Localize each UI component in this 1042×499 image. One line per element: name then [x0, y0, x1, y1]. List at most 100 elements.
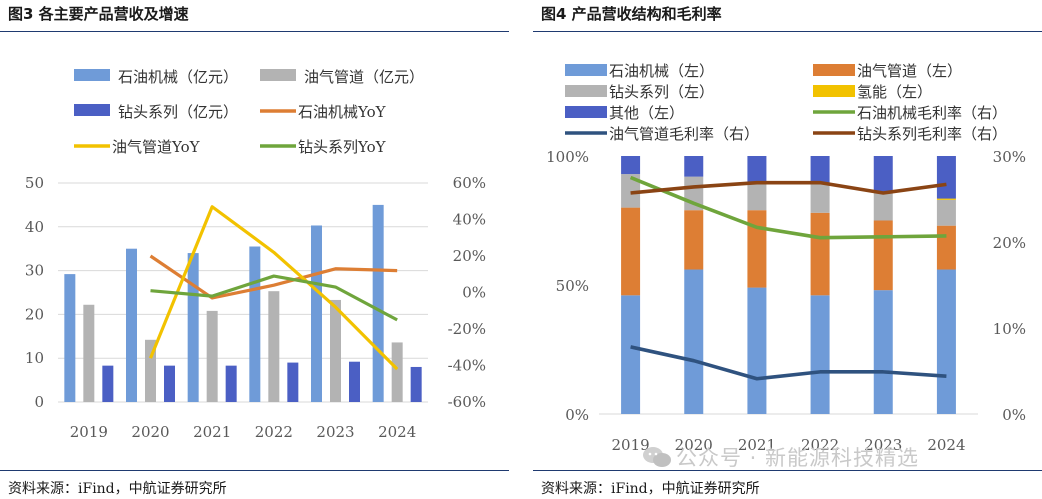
legend-label: 氢能（左） — [857, 83, 932, 101]
structure-margin-chart: 0% 50% 100% 0% 10% 20% 30% 2019 2020 2021 2022 2023… — [546, 62, 1026, 454]
line-钻头系列YoY — [150, 274, 398, 322]
bar-钻头系列亿元 — [164, 365, 175, 402]
y-left-tick-label: 10 — [25, 349, 44, 367]
top-rule — [0, 31, 509, 32]
legend-swatch — [565, 106, 607, 118]
legend-label: 钻头系列毛利率（右） — [857, 125, 1007, 143]
bar-钻头系列左 — [621, 174, 641, 208]
y-left-tick-label: 40 — [25, 218, 44, 236]
figure-3-panel: 图3 各主要产品营收及增速 0 10 20 30 40 50 -60% -40% -20% 0% 2… — [0, 0, 509, 499]
bar-石油机械亿元 — [64, 274, 76, 402]
figure-4-title: 图4 产品营收结构和毛利率 — [541, 5, 722, 23]
bar-石油机械亿元 — [126, 248, 137, 402]
bar-其他左 — [873, 156, 893, 193]
y-left-tick-label: 30 — [25, 262, 44, 280]
x-tick-label: 2024 — [927, 436, 965, 454]
bar-石油机械亿元 — [372, 204, 384, 402]
x-tick-label: 2020 — [675, 436, 713, 454]
bar-钻头系列亿元 — [102, 365, 114, 402]
legend-label: 油气管道毛利率（右） — [609, 125, 759, 143]
line-油气管道YoY — [149, 205, 399, 371]
y-right-tick-label: -60% — [448, 393, 486, 411]
bar-其他左 — [621, 156, 641, 175]
bar-其他左 — [810, 156, 830, 185]
bar-石油机械左 — [936, 269, 956, 414]
legend-label: 钻头系列（左） — [609, 83, 714, 101]
legend-swatch — [565, 64, 607, 76]
legend-label: 石油机械（亿元） — [118, 68, 238, 86]
bar-油气管道亿元 — [268, 291, 280, 402]
y-right-tick-label: 20% — [993, 234, 1026, 252]
legend-label: 石油机械毛利率（右） — [857, 104, 1007, 122]
x-tick-label: 2023 — [316, 423, 354, 441]
legend-label: 油气管道（左） — [857, 62, 962, 80]
bar-石油机械左 — [747, 287, 767, 414]
bar-石油机械左 — [873, 290, 893, 414]
bar-油气管道亿元 — [83, 304, 95, 402]
legend-label: 石油机械（左） — [609, 62, 714, 80]
x-tick-label: 2022 — [255, 423, 293, 441]
legend-swatch — [565, 85, 607, 97]
bar-油气管道左 — [810, 212, 830, 296]
watermark: 公众号 · 新能源科技精选 — [676, 446, 920, 470]
x-tick-label: 2020 — [131, 423, 169, 441]
bar-油气管道亿元 — [206, 310, 218, 402]
legend-label: 钻头系列（亿元） — [118, 103, 238, 121]
y-right-tick-label: 30% — [993, 148, 1026, 166]
y-left-tick-label: 0 — [34, 393, 44, 411]
bar-钻头系列左 — [936, 199, 956, 226]
figure-4-panel: 图4 产品营收结构和毛利率 0% 50% 100% 0% 10% 20% 30% 2019 20… — [533, 0, 1042, 499]
y-right-tick-label: 10% — [993, 320, 1026, 338]
bar-钻头系列左 — [747, 181, 767, 211]
bar-钻头系列亿元 — [287, 362, 299, 402]
y-left-tick-label: 100% — [546, 148, 589, 166]
y-left-tick-label: 50% — [556, 277, 589, 295]
bar-油气管道左 — [621, 207, 641, 296]
bottom-rule — [0, 470, 509, 471]
bar-油气管道左 — [936, 225, 956, 270]
legend-label: 钻头系列YoY — [298, 138, 387, 156]
line-油气管道毛利率右 — [630, 345, 947, 381]
line-钻头系列毛利率右 — [630, 180, 947, 195]
x-tick-label: 2024 — [378, 423, 416, 441]
revenue-growth-chart: 0 10 20 30 40 50 -60% -40% -20% 0% 20% 40% 60% 2019 20… — [25, 68, 486, 441]
legend-swatch — [260, 69, 296, 81]
x-tick-label: 2021 — [193, 423, 231, 441]
bar-油气管道左 — [873, 220, 893, 291]
bar-石油机械左 — [621, 295, 641, 414]
legend-label: 其他（左） — [609, 104, 684, 122]
y-right-tick-label: 0% — [1002, 406, 1026, 424]
y-left-tick-label: 50 — [25, 174, 44, 192]
y-right-tick-label: -40% — [448, 357, 486, 375]
bar-石油机械左 — [684, 269, 704, 414]
line-石油机械YoY — [149, 254, 398, 300]
y-right-tick-label: 20% — [453, 247, 486, 265]
bar-油气管道亿元 — [391, 342, 403, 402]
legend-label: 石油机械YoY — [298, 103, 387, 121]
bar-其他左 — [747, 156, 767, 182]
bar-石油机械亿元 — [311, 225, 322, 402]
wechat-icon — [643, 447, 671, 467]
figure-4-source: 资料来源：iFind，中航证券研究所 — [541, 481, 760, 497]
bar-石油机械左 — [810, 295, 830, 414]
x-tick-label: 2021 — [738, 436, 776, 454]
legend-swatch — [813, 85, 855, 97]
bar-钻头系列亿元 — [225, 365, 237, 402]
bar-油气管道左 — [747, 210, 767, 288]
bottom-rule — [533, 470, 1042, 471]
x-tick-label: 2019 — [611, 436, 649, 454]
bar-其他左 — [936, 156, 956, 199]
bar-油气管道左 — [684, 210, 704, 270]
x-tick-label: 2019 — [70, 423, 108, 441]
bar-钻头系列左 — [873, 192, 893, 221]
legend-swatch — [74, 104, 110, 116]
y-right-tick-label: -20% — [448, 320, 486, 338]
legend-swatch — [813, 64, 855, 76]
x-tick-label: 2022 — [801, 436, 839, 454]
top-rule — [533, 31, 1042, 32]
y-right-tick-label: 40% — [453, 211, 486, 229]
line-石油机械毛利率右 — [629, 175, 947, 240]
y-left-tick-label: 20 — [25, 305, 44, 323]
bar-油气管道亿元 — [145, 339, 156, 402]
bar-钻头系列亿元 — [349, 361, 360, 402]
